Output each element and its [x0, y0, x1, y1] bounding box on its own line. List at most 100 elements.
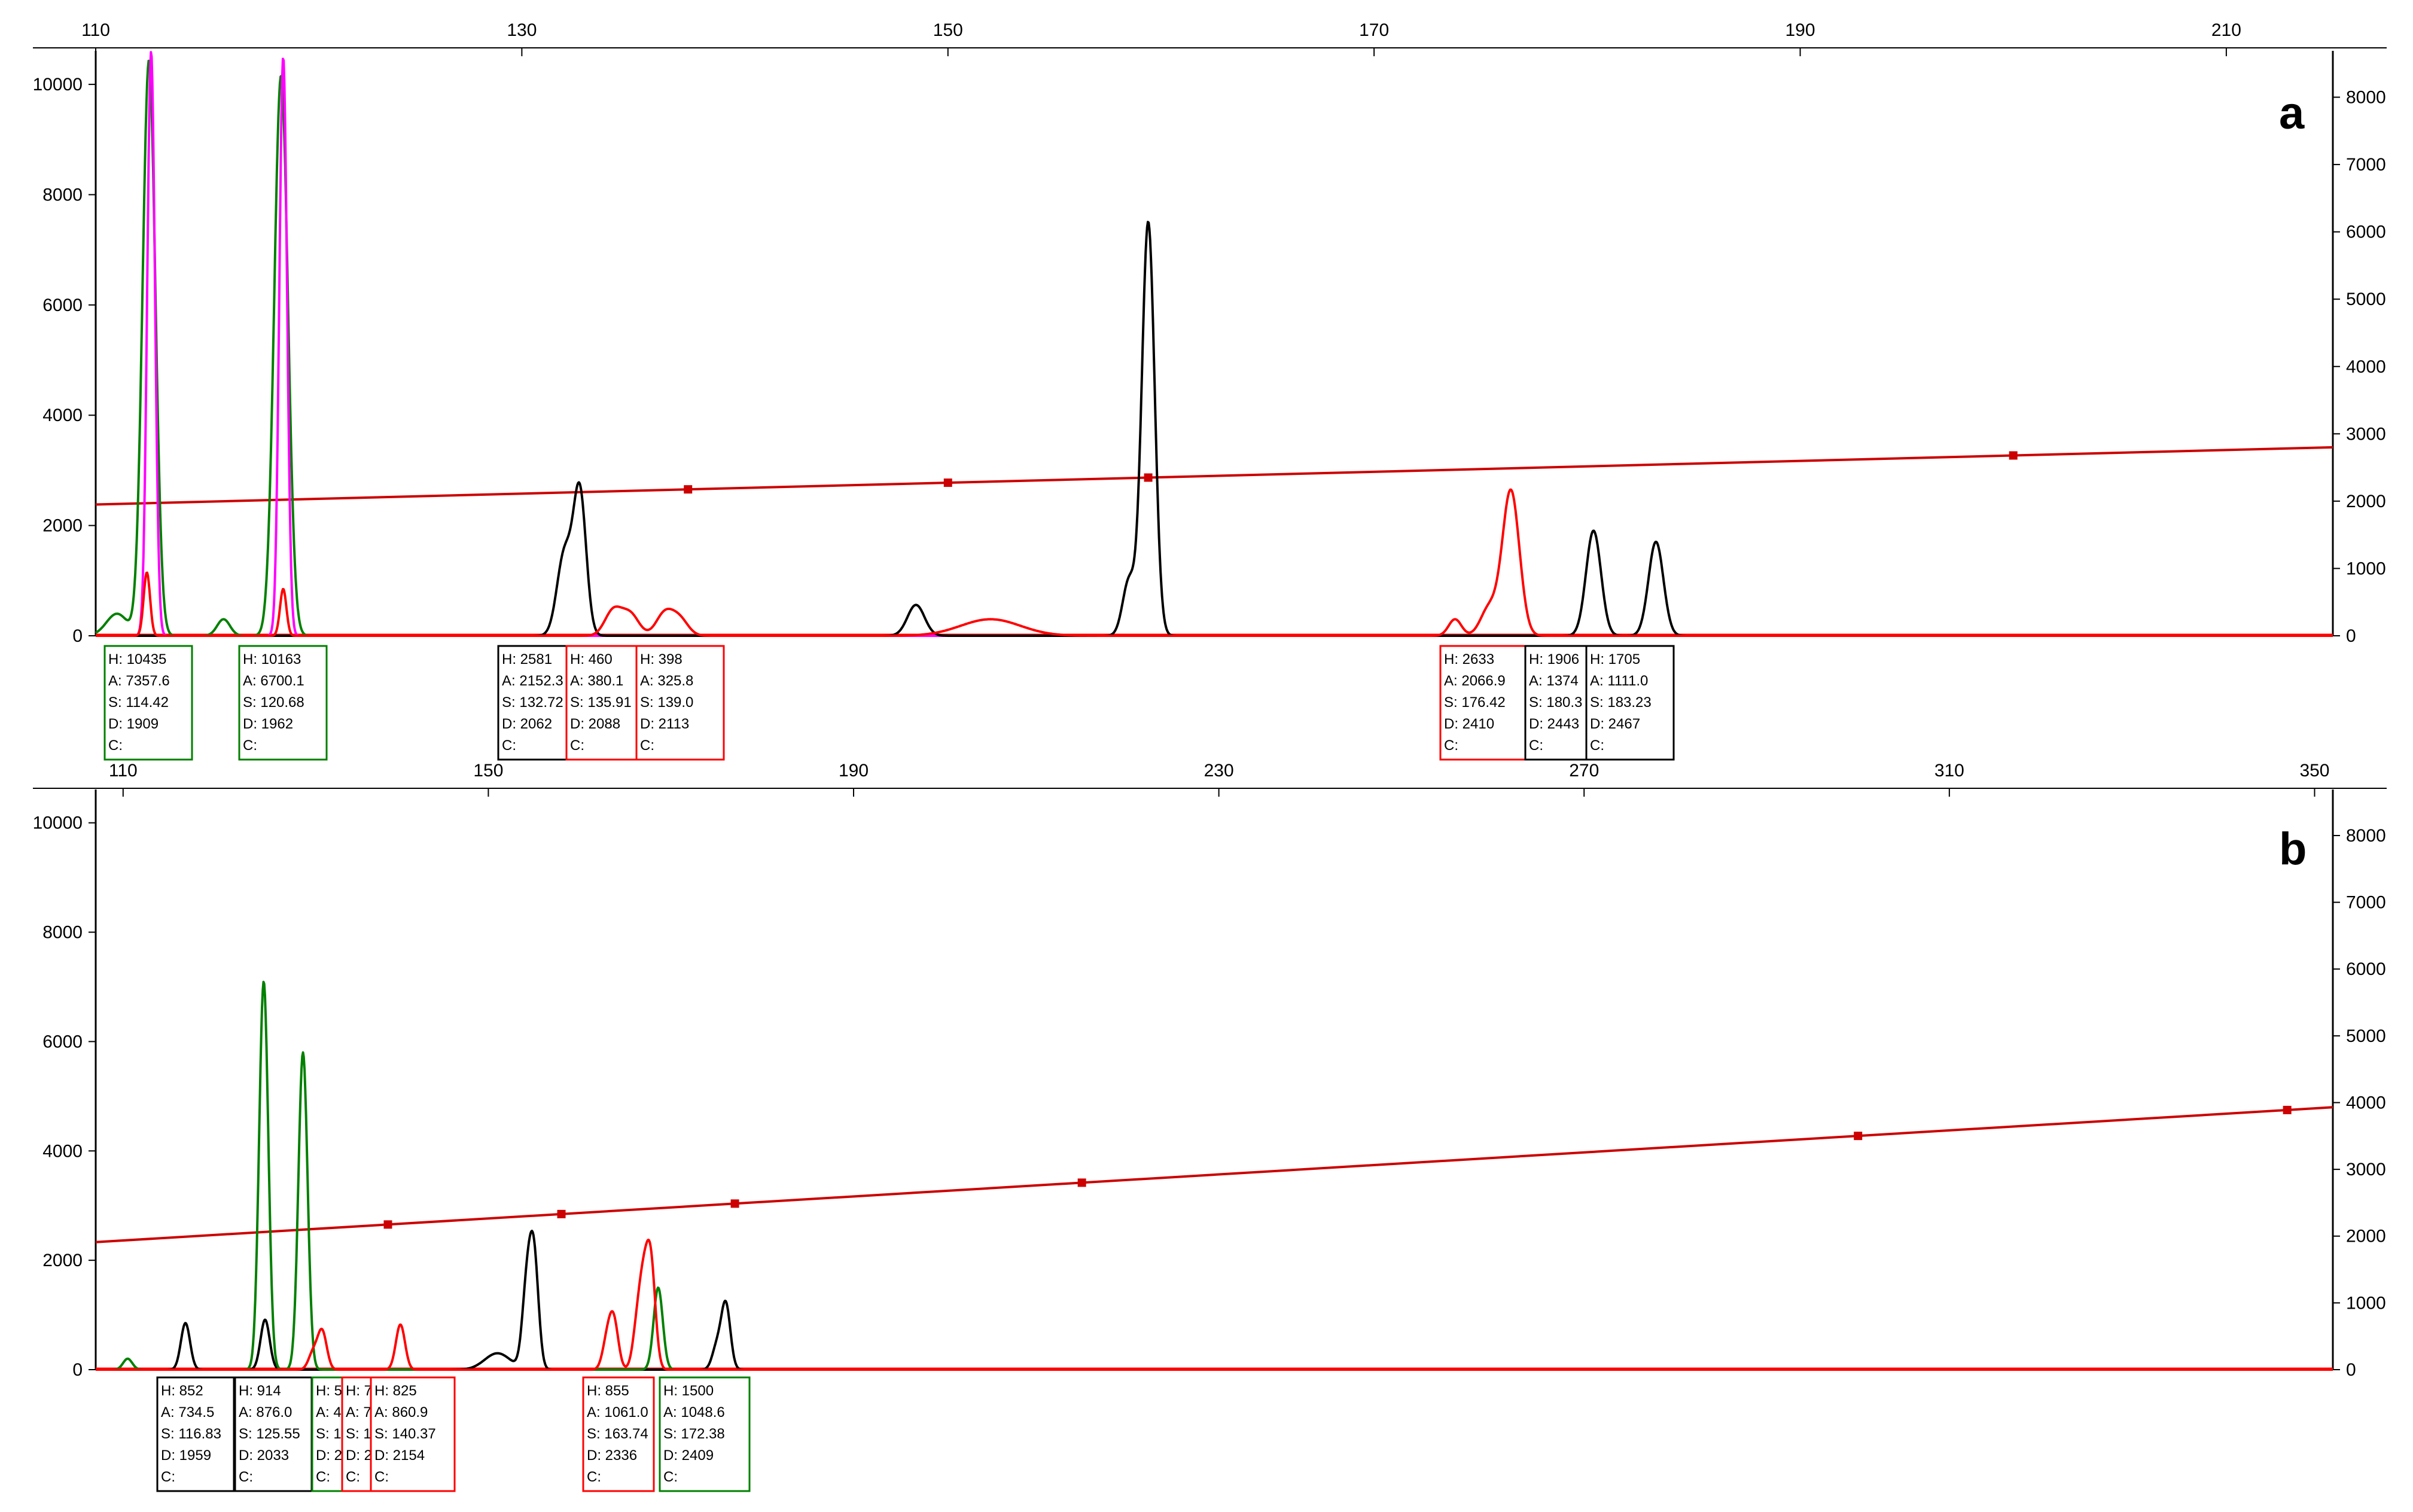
- peak-label-line: C:: [243, 737, 257, 754]
- peak-label-line: A: 1111.0: [1590, 673, 1648, 689]
- y-right-tick-label: 3000: [2346, 1160, 2386, 1179]
- x-tick-label: 150: [933, 20, 963, 40]
- peak-label-frame: [103, 645, 193, 761]
- y-right-tick-label: 7000: [2346, 893, 2386, 913]
- y-left-tick-label: 10000: [33, 813, 83, 833]
- sizing-marker: [2283, 1105, 2292, 1114]
- peak-label-line: C:: [346, 1469, 360, 1485]
- x-tick-label: 310: [1934, 761, 1964, 781]
- peak-label-line: A: 1061.0: [587, 1404, 648, 1420]
- peak-label-line: H: 914: [239, 1383, 281, 1399]
- chart-panel-b: 110 150 190 230 270 310 350 0 2000 4000 6000 8000 10…: [33, 761, 2387, 1492]
- y-right-tick-label: 5000: [2346, 289, 2386, 309]
- peak-label-line: D: 2409: [663, 1447, 714, 1464]
- peak-label-line: A: 7: [346, 1404, 371, 1420]
- peak-label-line: H: 10435: [108, 651, 166, 667]
- peak-label-line: C:: [108, 737, 123, 754]
- peak-label-line: A: 380.1: [570, 673, 623, 689]
- peak-label-frame: [370, 1376, 456, 1492]
- peak-label-line: S: 135.91: [570, 694, 632, 711]
- peak-label-line: S: 114.42: [108, 694, 169, 711]
- peak-label-line: S: 183.23: [1590, 694, 1652, 711]
- peak-label-line: S: 1: [346, 1426, 371, 1442]
- peak-label-line: A: 876.0: [239, 1404, 292, 1420]
- y-left-tick-label: 2000: [42, 516, 83, 536]
- peak-label-line: C:: [1444, 737, 1458, 754]
- peak-label-line: D: 2: [316, 1447, 342, 1464]
- peak-label-line: S: 1: [316, 1426, 342, 1442]
- peak-label-line: C:: [570, 737, 584, 754]
- peak-label-frame: [635, 645, 725, 761]
- peak-label-line: C:: [239, 1469, 253, 1485]
- peak-label-frame: [1585, 645, 1675, 761]
- peak-label-line: D: 1959: [161, 1447, 211, 1464]
- y-left-tick-label: 4000: [42, 406, 83, 425]
- peak-label-line: S: 140.37: [374, 1426, 436, 1442]
- y-left-tick-label: 6000: [42, 295, 83, 315]
- peak-label-line: D: 2336: [587, 1447, 637, 1464]
- peak-label-line: C:: [316, 1469, 330, 1485]
- peak-label-frame: [659, 1376, 751, 1492]
- panel-letter: a: [2279, 88, 2305, 139]
- peak-label-line: H: 398: [640, 651, 683, 667]
- peak-label-line: H: 2581: [502, 651, 552, 667]
- y-right-tick-label: 6000: [2346, 222, 2386, 242]
- peak-label-line: H: 460: [570, 651, 613, 667]
- sizing-marker: [557, 1209, 566, 1218]
- y-right-tick-label: 0: [2346, 1360, 2356, 1380]
- peak-label-box: H: 852 A: 734.5 S: 116.83 D: 1959 C:: [156, 1376, 235, 1492]
- peak-label-box: H: 5 A: 4 S: 1 D: 2 C:: [311, 1376, 343, 1492]
- y-left-tick-label: 6000: [42, 1032, 83, 1051]
- peak-label-line: H: 852: [161, 1383, 203, 1399]
- sizing-marker: [730, 1199, 739, 1208]
- sizing-marker: [1854, 1132, 1863, 1141]
- y-right-tick-label: 1000: [2346, 1293, 2386, 1313]
- trace-series-0: [95, 59, 2333, 637]
- y-left-tick-label: 10000: [33, 75, 83, 94]
- y-right-tick-label: 8000: [2346, 826, 2386, 846]
- peak-label-box: H: 1705 A: 1111.0 S: 183.23 D: 2467 C:: [1585, 645, 1675, 761]
- y-right-tick-label: 3000: [2346, 424, 2386, 444]
- sizing-marker: [2009, 451, 2018, 460]
- x-tick-label: 130: [507, 20, 537, 40]
- peak-label-line: H: 1906: [1529, 651, 1579, 667]
- peak-label-frame: [238, 645, 328, 761]
- y-left-tick-label: 0: [72, 626, 83, 646]
- peak-label-line: S: 125.55: [239, 1426, 300, 1442]
- peak-label-box: H: 7 A: 7 S: 1 D: 2 C:: [341, 1376, 373, 1492]
- y-left-tick-label: 8000: [42, 923, 83, 943]
- y-left-tick-label: 2000: [42, 1251, 83, 1270]
- x-tick-label: 110: [81, 20, 110, 40]
- trace-series-1: [95, 51, 2333, 637]
- peak-label-box: H: 10163 A: 6700.1 S: 120.68 D: 1962 C:: [238, 645, 328, 761]
- sizing-marker: [684, 485, 693, 494]
- y-left-tick-label: 8000: [42, 185, 83, 205]
- y-right-tick-label: 4000: [2346, 357, 2386, 377]
- peak-label-line: H: 825: [374, 1383, 417, 1399]
- peak-label-line: C:: [1590, 737, 1604, 754]
- x-tick-label: 190: [1785, 20, 1815, 40]
- x-tick-label: 270: [1569, 761, 1599, 781]
- sizing-line: [95, 1106, 2333, 1243]
- peak-label-frame: [311, 1376, 343, 1492]
- x-tick-label: 350: [2299, 761, 2329, 781]
- peak-label-line: C:: [502, 737, 516, 754]
- trace-series-3: [95, 488, 2333, 637]
- peak-label-line: D: 2467: [1590, 716, 1640, 732]
- peak-label-line: C:: [374, 1469, 389, 1485]
- sizing-marker: [943, 478, 952, 487]
- chart-panel-a: 110 130 150 170 190 2100200040006000800010000…: [33, 20, 2387, 761]
- sizing-marker: [1144, 473, 1153, 482]
- panel-letter: b: [2279, 824, 2307, 874]
- peak-label-line: D: 2033: [239, 1447, 289, 1464]
- y-right-tick-label: 0: [2346, 626, 2356, 646]
- peak-label-line: C:: [663, 1469, 678, 1485]
- peak-label-line: C:: [587, 1469, 601, 1485]
- peak-label-frame: [1439, 645, 1529, 761]
- peak-label-line: D: 2443: [1529, 716, 1579, 732]
- peak-label-line: A: 325.8: [640, 673, 693, 689]
- peak-label-line: D: 2154: [374, 1447, 425, 1464]
- peak-label-line: A: 1374: [1529, 673, 1579, 689]
- peak-label-line: C:: [161, 1469, 175, 1485]
